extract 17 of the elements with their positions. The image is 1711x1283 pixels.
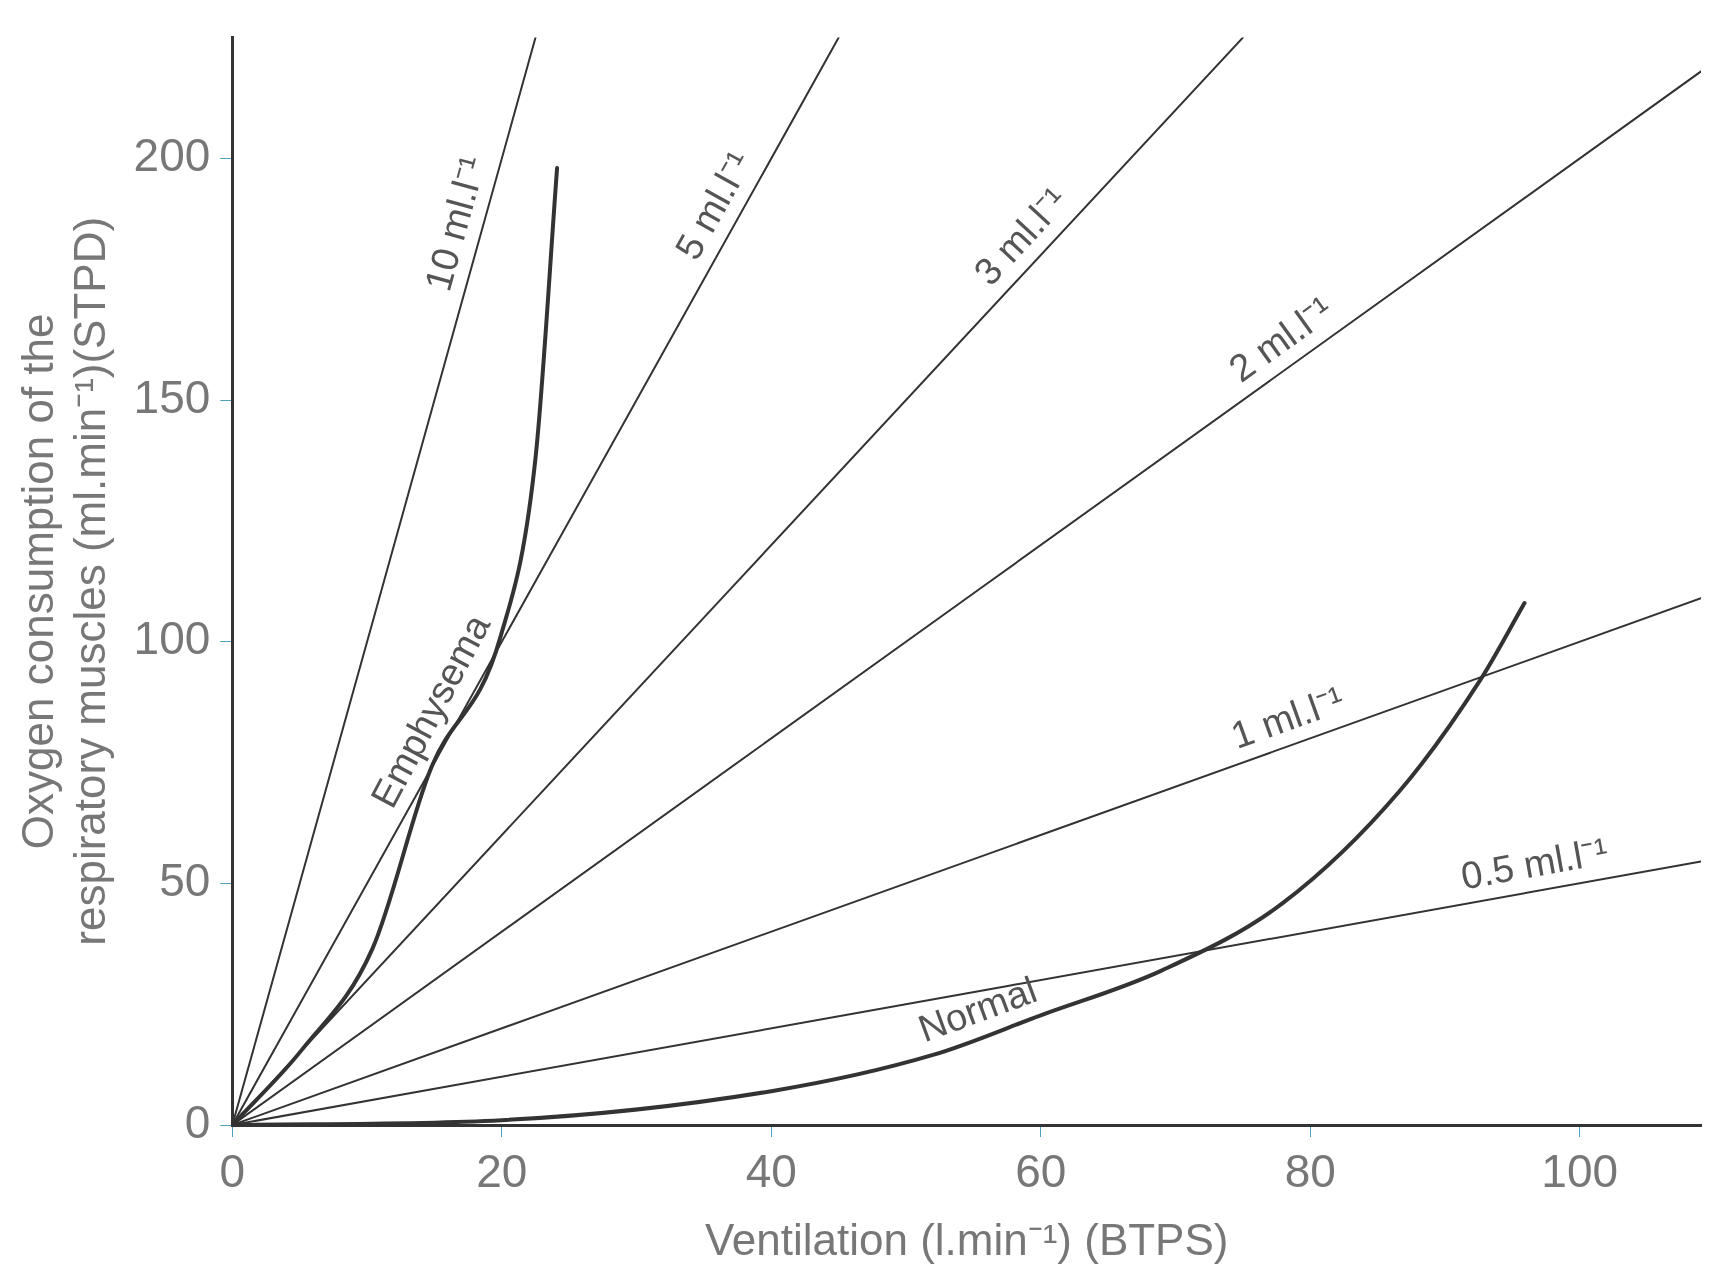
- y-tick-label: 100: [133, 612, 211, 665]
- x-tick-label: 60: [1015, 1145, 1067, 1198]
- x-tick-label: 0: [219, 1145, 246, 1198]
- x-tick-label: 20: [476, 1145, 528, 1198]
- y-tick-label: 0: [184, 1095, 211, 1148]
- x-axis-title: Ventilation (l.min⁻¹) (BTPS): [704, 1214, 1229, 1264]
- x-tick-label: 80: [1284, 1145, 1336, 1198]
- text: 1 ml.l⁻¹: [1225, 677, 1350, 757]
- y-axis-title: Oxygen consumption of the respiratory muscles (ml.min⁻¹)(STPD): [12, 216, 115, 946]
- y-tick-label: 200: [133, 129, 211, 182]
- y-tick-label: 50: [159, 854, 211, 907]
- y-tick-label: 150: [133, 370, 211, 423]
- text: 5 ml.l⁻¹: [666, 144, 761, 267]
- x-tick-label: 40: [745, 1145, 797, 1198]
- text: 10 ml.l⁻¹: [416, 151, 494, 296]
- text: 0.5 ml.l⁻¹: [1457, 829, 1612, 898]
- x-tick-label: 100: [1541, 1145, 1619, 1198]
